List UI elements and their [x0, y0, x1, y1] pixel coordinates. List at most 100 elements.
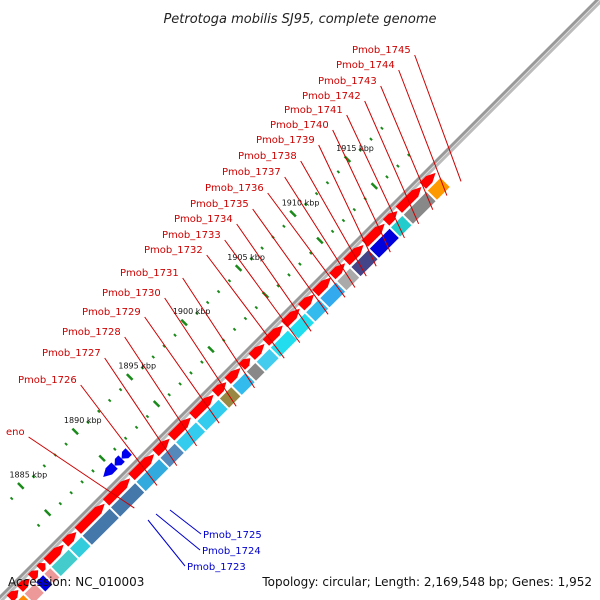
minor-tick-outer — [118, 387, 123, 392]
leader-line — [80, 384, 158, 486]
cds-reverse-arrow — [114, 455, 125, 466]
minor-tick — [58, 501, 63, 506]
minor-tick-outer — [358, 148, 362, 152]
minor-tick — [36, 523, 41, 528]
cog-block — [289, 313, 314, 339]
major-tick — [152, 400, 161, 408]
tick-label: 1905 kbp — [227, 253, 265, 262]
cds-forward-arrow — [262, 325, 283, 346]
cog-block — [44, 568, 60, 583]
cds-forward-arrow — [298, 294, 314, 311]
cds-forward-arrow — [16, 578, 30, 592]
cds-forward-arrow — [343, 245, 364, 266]
leader-line-reverse — [155, 513, 201, 551]
leader-line — [236, 223, 312, 332]
minor-tick — [112, 447, 117, 451]
cog-block — [136, 459, 169, 492]
minor-tick-outer — [249, 257, 254, 261]
major-tick — [207, 345, 215, 354]
gene-labels: eno Pmob_1726 Pmob_1727 Pmob_1728 Pmob_1729 P… — [6, 45, 411, 573]
cds-forward-arrow — [43, 544, 64, 565]
gene-label-forward: Pmob_1731 — [120, 268, 179, 279]
minor-tick — [134, 425, 139, 430]
minor-tick-outer — [303, 202, 308, 207]
minor-tick-outer — [9, 496, 14, 501]
minor-tick-outer — [282, 224, 286, 229]
cog-block — [337, 268, 360, 291]
gene-label-forward: Pmob_1734 — [174, 214, 233, 225]
leader-line — [252, 208, 329, 315]
minor-tick-outer — [140, 366, 145, 370]
minor-tick — [276, 284, 280, 288]
gene-label-forward: Pmob_1741 — [284, 105, 343, 116]
minor-tick-outer — [260, 246, 264, 250]
cds-forward-arrow — [419, 172, 436, 189]
tick-label: 1915 kbp — [336, 144, 374, 153]
minor-tick-outer — [97, 409, 101, 414]
tick-label: 1885 kbp — [9, 471, 47, 480]
minor-tick-outer — [86, 420, 90, 425]
minor-tick — [341, 218, 346, 223]
cds-forward-arrow — [61, 532, 77, 547]
leader-line — [364, 100, 420, 225]
gene-label-reverse: Pmob_1723 — [187, 562, 246, 573]
cog-block — [51, 549, 78, 576]
cds-forward-arrow — [312, 277, 331, 297]
minor-tick-outer — [195, 311, 199, 316]
minor-tick-outer — [151, 355, 155, 359]
cog-block — [369, 228, 399, 258]
map-title: Petrotoga mobilis SJ95, complete genome — [163, 12, 436, 27]
leader-line — [267, 192, 346, 298]
gene-label-forward: Pmob_1737 — [222, 167, 281, 178]
minor-tick — [80, 480, 84, 484]
gene-label-forward: Pmob_1745 — [352, 45, 411, 56]
leader-line — [398, 69, 448, 196]
major-tick-outer — [180, 318, 188, 327]
minor-tick — [309, 251, 313, 255]
reverse-cds-track — [103, 448, 132, 477]
major-tick-outer — [289, 209, 297, 218]
cds-forward-arrow — [102, 478, 131, 506]
leader-line — [144, 316, 220, 424]
minor-tick-outer — [216, 289, 221, 294]
tick-label: 1890 kbp — [64, 416, 102, 425]
leader-line — [28, 436, 135, 509]
leader-line — [284, 176, 356, 288]
leader-line — [104, 357, 178, 466]
major-tick — [98, 454, 106, 463]
major-tick — [370, 182, 379, 190]
minor-tick — [254, 305, 259, 310]
cds-forward-arrow — [248, 344, 265, 360]
cog-block — [256, 349, 279, 371]
cog-block — [82, 508, 119, 545]
cog-block — [246, 363, 265, 381]
cds-reverse-arrow — [121, 448, 132, 459]
leader-line — [346, 114, 405, 239]
cog-block — [160, 443, 184, 468]
leader-line-reverse — [147, 519, 186, 567]
cog-block — [197, 399, 228, 431]
minor-tick-outer — [205, 300, 210, 305]
minor-tick — [69, 490, 73, 495]
minor-tick — [145, 414, 150, 419]
leader-line — [206, 254, 285, 359]
gene-label-forward: Pmob_1738 — [238, 151, 297, 162]
gene-label-forward: eno — [6, 427, 25, 438]
accession-text: Accession: NC_010003 — [8, 575, 144, 589]
minor-tick — [167, 392, 171, 397]
cog-block — [391, 216, 412, 237]
cds-forward-arrow — [361, 223, 385, 247]
minor-tick-outer — [64, 442, 68, 446]
minor-tick-outer — [369, 137, 373, 141]
minor-tick-outer — [31, 474, 36, 479]
leader-line — [318, 144, 377, 267]
minor-tick — [189, 371, 193, 375]
leader-line — [164, 297, 237, 407]
genome-info-text: Topology: circular; Length: 2,169,548 bp… — [261, 575, 592, 589]
leader-line — [380, 85, 434, 210]
minor-tick-outer — [336, 170, 341, 174]
gene-label-forward: Pmob_1739 — [256, 135, 315, 146]
leader-line — [300, 160, 367, 277]
minor-tick — [123, 436, 128, 441]
